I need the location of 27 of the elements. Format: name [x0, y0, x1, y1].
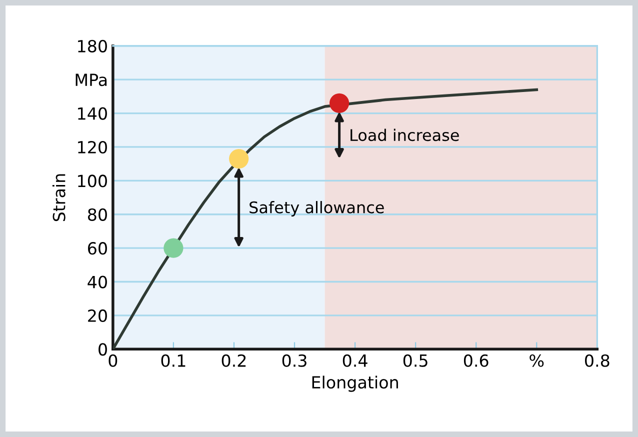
- annotation: Load increase: [350, 128, 459, 142]
- y-tick-label: 20: [88, 309, 107, 322]
- y-tick-label: MPa: [76, 74, 107, 86]
- y-tick-label: 120: [78, 140, 107, 154]
- y-tick-label: 60: [88, 242, 107, 255]
- point: [164, 238, 184, 258]
- y-axis-title: Strain: [52, 174, 66, 222]
- line-series: [112, 88, 538, 350]
- y-tick-label: 180: [78, 40, 107, 52]
- y-tick-label: 140: [78, 107, 107, 120]
- y-tick-label: 100: [78, 174, 107, 188]
- x-tick-label: 0.8: [585, 354, 610, 367]
- x-tick-label: %: [530, 354, 544, 367]
- x-tick-label: 0.4: [342, 354, 368, 367]
- x-tick-label: 0.2: [222, 354, 246, 367]
- x-tick-label: 0.6: [464, 354, 488, 367]
- y-tick-label: 0: [98, 343, 107, 356]
- x-tick-label: 0.3: [282, 354, 306, 367]
- x-axis-title: Elongation: [312, 376, 398, 392]
- point: [329, 93, 350, 113]
- annotation: Safety allowance: [250, 201, 384, 216]
- x-tick-label: 0: [108, 354, 118, 367]
- x-tick-label: 0.1: [161, 354, 186, 367]
- y-tick-label: 40: [88, 276, 107, 288]
- x-tick-label: 0.5: [403, 354, 428, 367]
- point: [229, 148, 249, 169]
- y-tick-label: 80: [88, 208, 107, 221]
